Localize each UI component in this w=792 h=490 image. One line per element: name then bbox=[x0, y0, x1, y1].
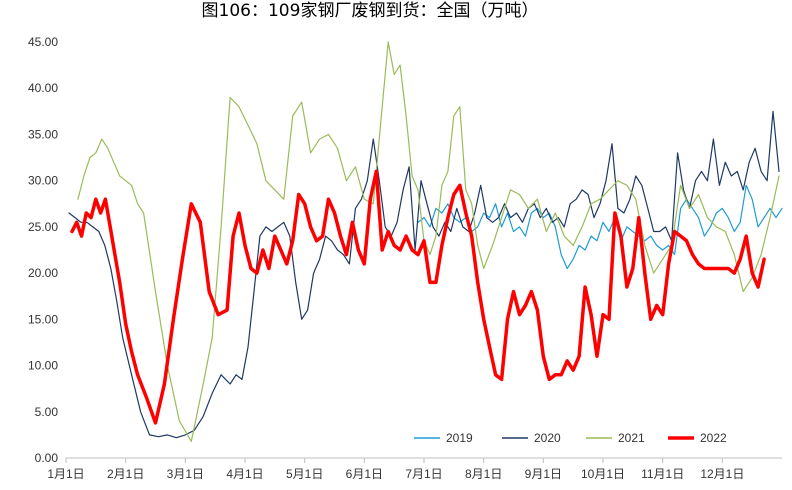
legend-label-2019: 2019 bbox=[446, 431, 473, 445]
legend: 2019 2020 2021 2022 bbox=[414, 431, 727, 445]
x-tick-label: 5月1日 bbox=[286, 467, 323, 481]
y-tick-label: 35.00 bbox=[28, 127, 58, 141]
series-layer bbox=[68, 41, 783, 442]
y-tick-label: 20.00 bbox=[28, 266, 58, 280]
x-axis: 1月1日 2月1日 3月1日 4月1日 5月1日 6月1日 7月1日 8月1日 9月1日 10月1… bbox=[47, 458, 744, 481]
chart-title: 图106：109家钢厂废钢到货：全国（万吨） bbox=[202, 1, 539, 21]
series-line-2022 bbox=[70, 169, 766, 425]
x-tick-label: 6月1日 bbox=[346, 467, 383, 481]
x-tick-label: 12月1日 bbox=[700, 467, 744, 481]
y-tick-label: 15.00 bbox=[28, 312, 58, 326]
y-tick-label: 0.00 bbox=[35, 451, 59, 465]
x-tick-label: 9月1日 bbox=[525, 467, 562, 481]
y-tick-label: 45.00 bbox=[28, 35, 58, 49]
x-tick-label: 7月1日 bbox=[405, 467, 442, 481]
series-line-2019 bbox=[417, 184, 783, 270]
series-line-2020 bbox=[68, 110, 780, 439]
x-tick-label: 2月1日 bbox=[107, 467, 144, 481]
legend-label-2022: 2022 bbox=[700, 431, 727, 445]
x-tick-label: 4月1日 bbox=[226, 467, 263, 481]
legend-label-2021: 2021 bbox=[618, 431, 645, 445]
x-tick-label: 11月1日 bbox=[641, 467, 684, 481]
y-axis: 0.00 5.00 10.00 15.00 20.00 25.00 30.00 35.00 40… bbox=[28, 35, 58, 465]
x-tick-label: 10月1日 bbox=[581, 467, 625, 481]
y-tick-label: 10.00 bbox=[28, 359, 58, 373]
x-tick-label: 8月1日 bbox=[465, 467, 502, 481]
x-tick-label: 1月1日 bbox=[47, 467, 84, 481]
y-tick-label: 25.00 bbox=[28, 220, 58, 234]
y-tick-label: 40.00 bbox=[28, 81, 58, 95]
legend-label-2020: 2020 bbox=[534, 431, 561, 445]
y-tick-label: 30.00 bbox=[28, 174, 58, 188]
y-tick-label: 5.00 bbox=[35, 405, 59, 419]
x-tick-label: 3月1日 bbox=[167, 467, 204, 481]
